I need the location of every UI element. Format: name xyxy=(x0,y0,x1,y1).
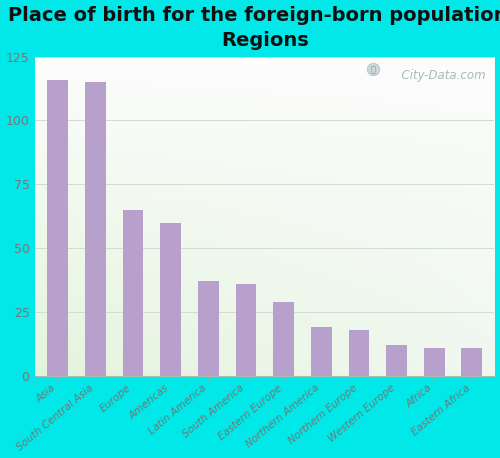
Bar xyxy=(424,348,444,376)
Bar xyxy=(122,210,144,376)
Text: City-Data.com: City-Data.com xyxy=(394,70,486,82)
Bar xyxy=(236,284,256,376)
Text: 📊: 📊 xyxy=(370,65,375,74)
Title: Place of birth for the foreign-born population -
Regions: Place of birth for the foreign-born popu… xyxy=(8,5,500,49)
Bar xyxy=(348,330,370,376)
Bar xyxy=(273,302,294,376)
Bar xyxy=(85,82,105,376)
Bar xyxy=(198,281,218,376)
Bar xyxy=(386,345,407,376)
Bar xyxy=(160,223,181,376)
Bar xyxy=(48,80,68,376)
Bar xyxy=(311,327,332,376)
Bar xyxy=(462,348,482,376)
